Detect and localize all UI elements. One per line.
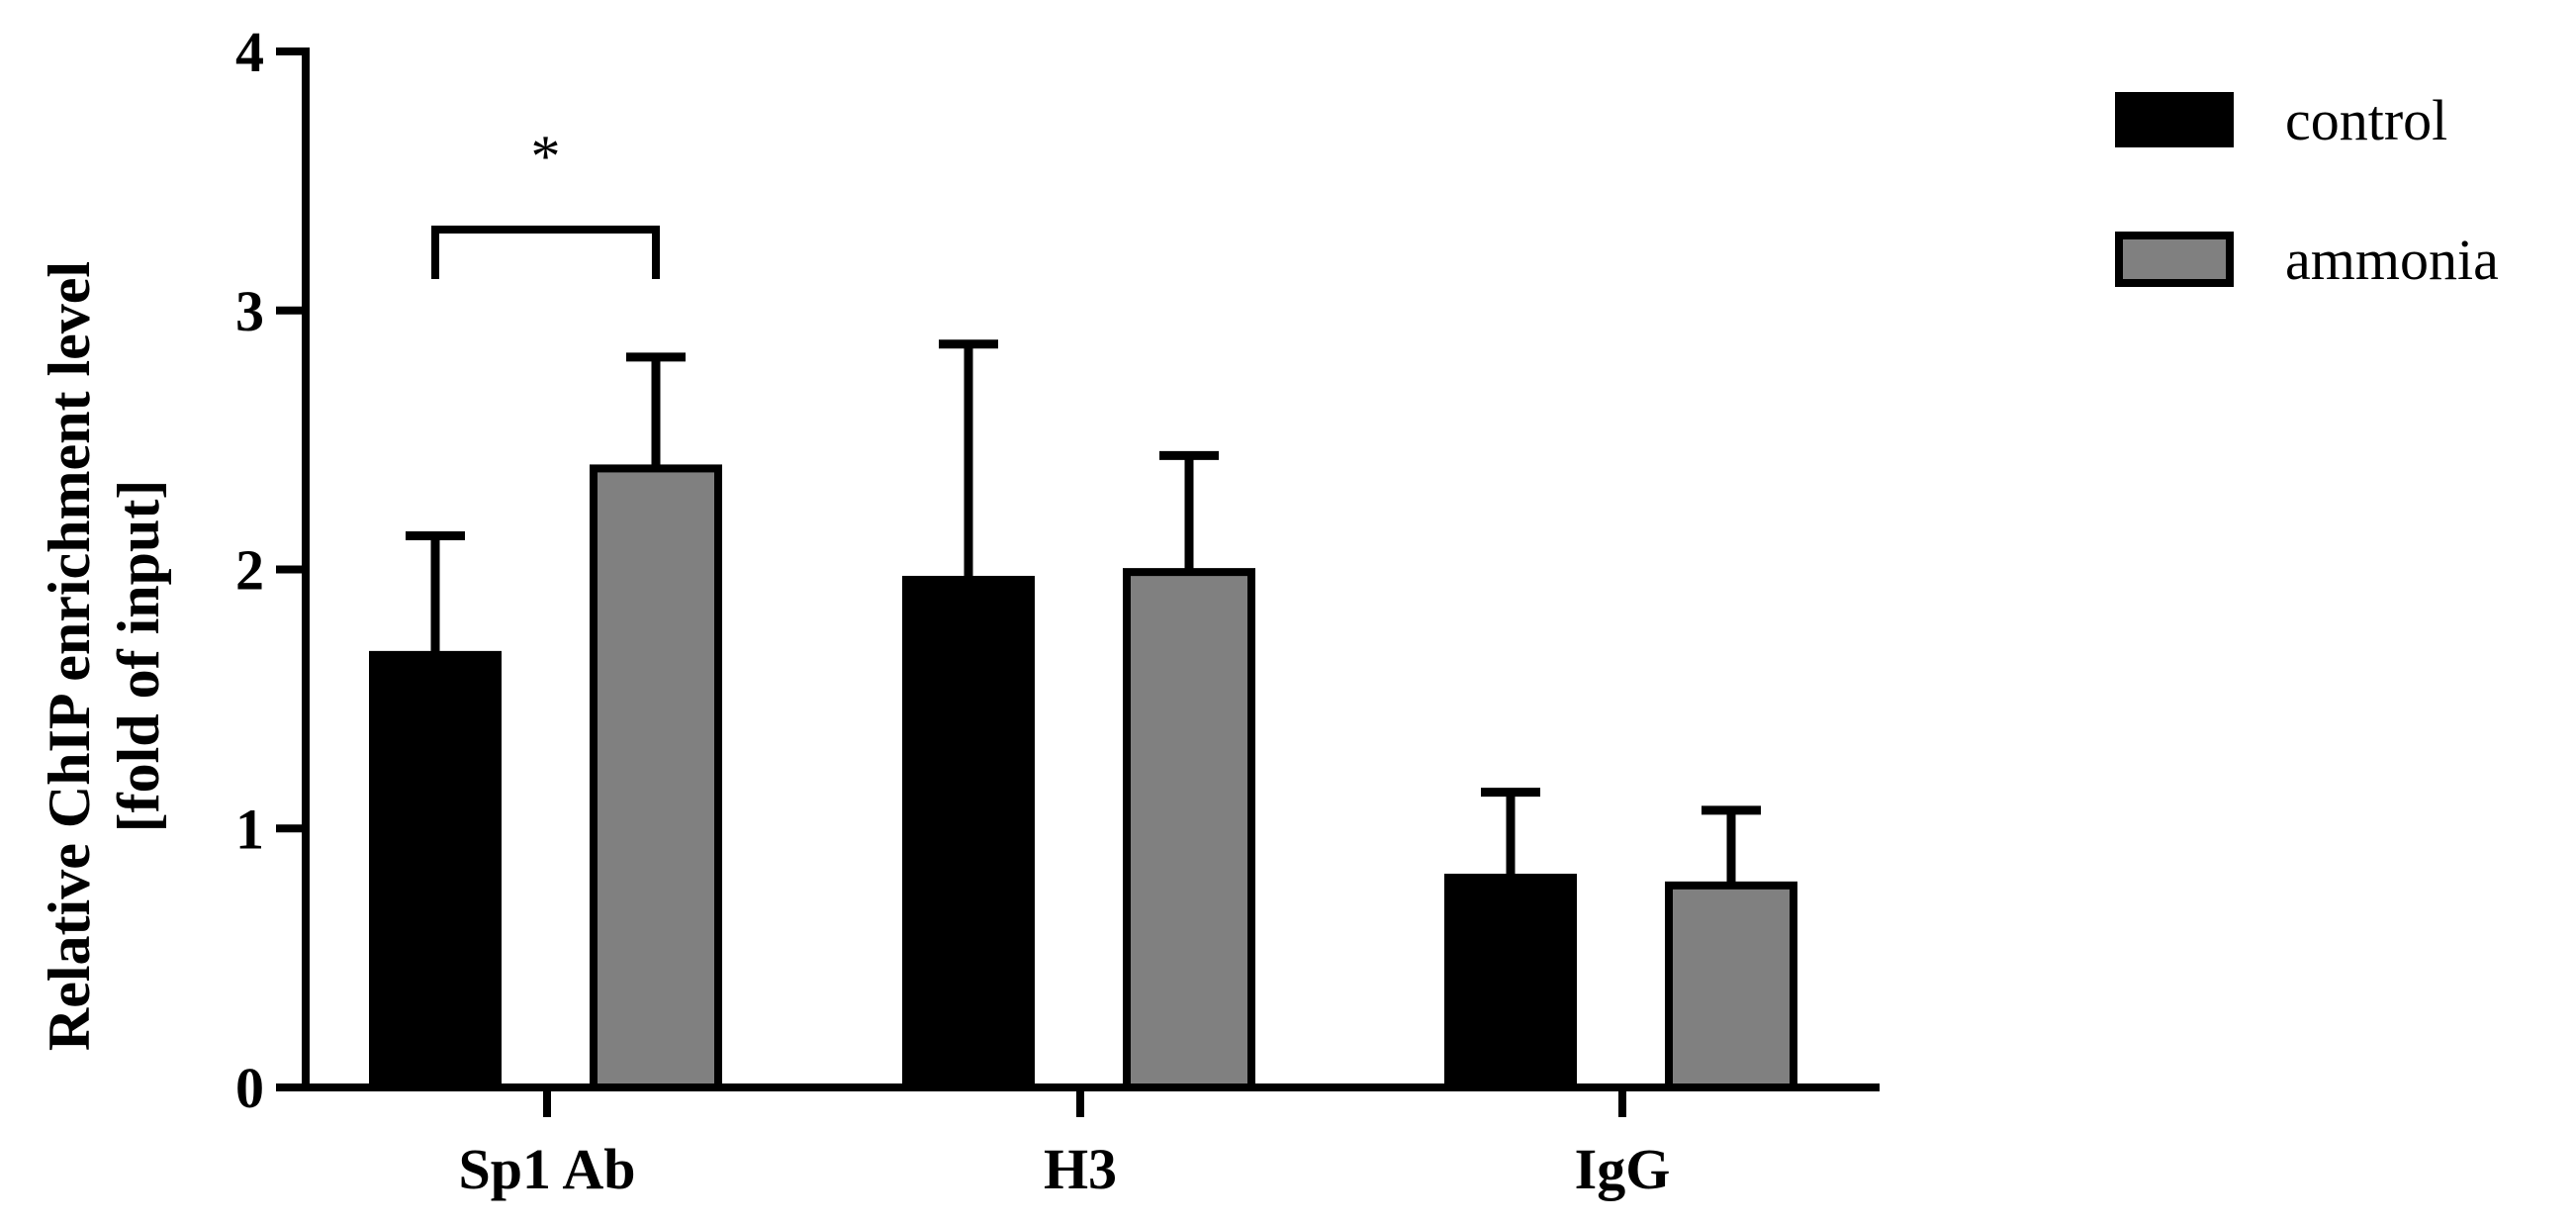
bar-ammonia-1 [1123,568,1255,1091]
y-axis-title: Relative ChIP enrichment level [fold of … [37,261,171,1051]
bar-control-2 [1444,873,1577,1091]
bar-ammonia-2 [1665,881,1797,1092]
y-axis-title-line1: Relative ChIP enrichment level [37,261,102,1051]
legend-swatch-control [2115,92,2234,147]
x-tick-label-1: H3 [1044,1137,1117,1201]
significance-bracket [431,226,660,279]
legend-label-control: control [2285,88,2447,152]
y-tick-label-1: 1 [235,797,264,861]
bar-ammonia-0 [590,464,722,1092]
x-tick-label-0: Sp1 Ab [459,1137,636,1201]
legend-label-ammonia: ammonia [2285,228,2499,292]
bar-control-0 [369,650,502,1091]
y-tick-label-2: 2 [235,538,264,603]
y-tick-label-3: 3 [235,279,264,343]
y-tick-label-0: 0 [235,1056,264,1120]
significance-label: * [531,124,561,189]
y-axis-title-line2: [fold of input] [106,480,171,833]
legend-swatch-ammonia [2115,232,2234,287]
x-tick-label-2: IgG [1575,1137,1671,1201]
y-tick-label-4: 4 [235,20,264,84]
bar-control-1 [902,575,1035,1091]
